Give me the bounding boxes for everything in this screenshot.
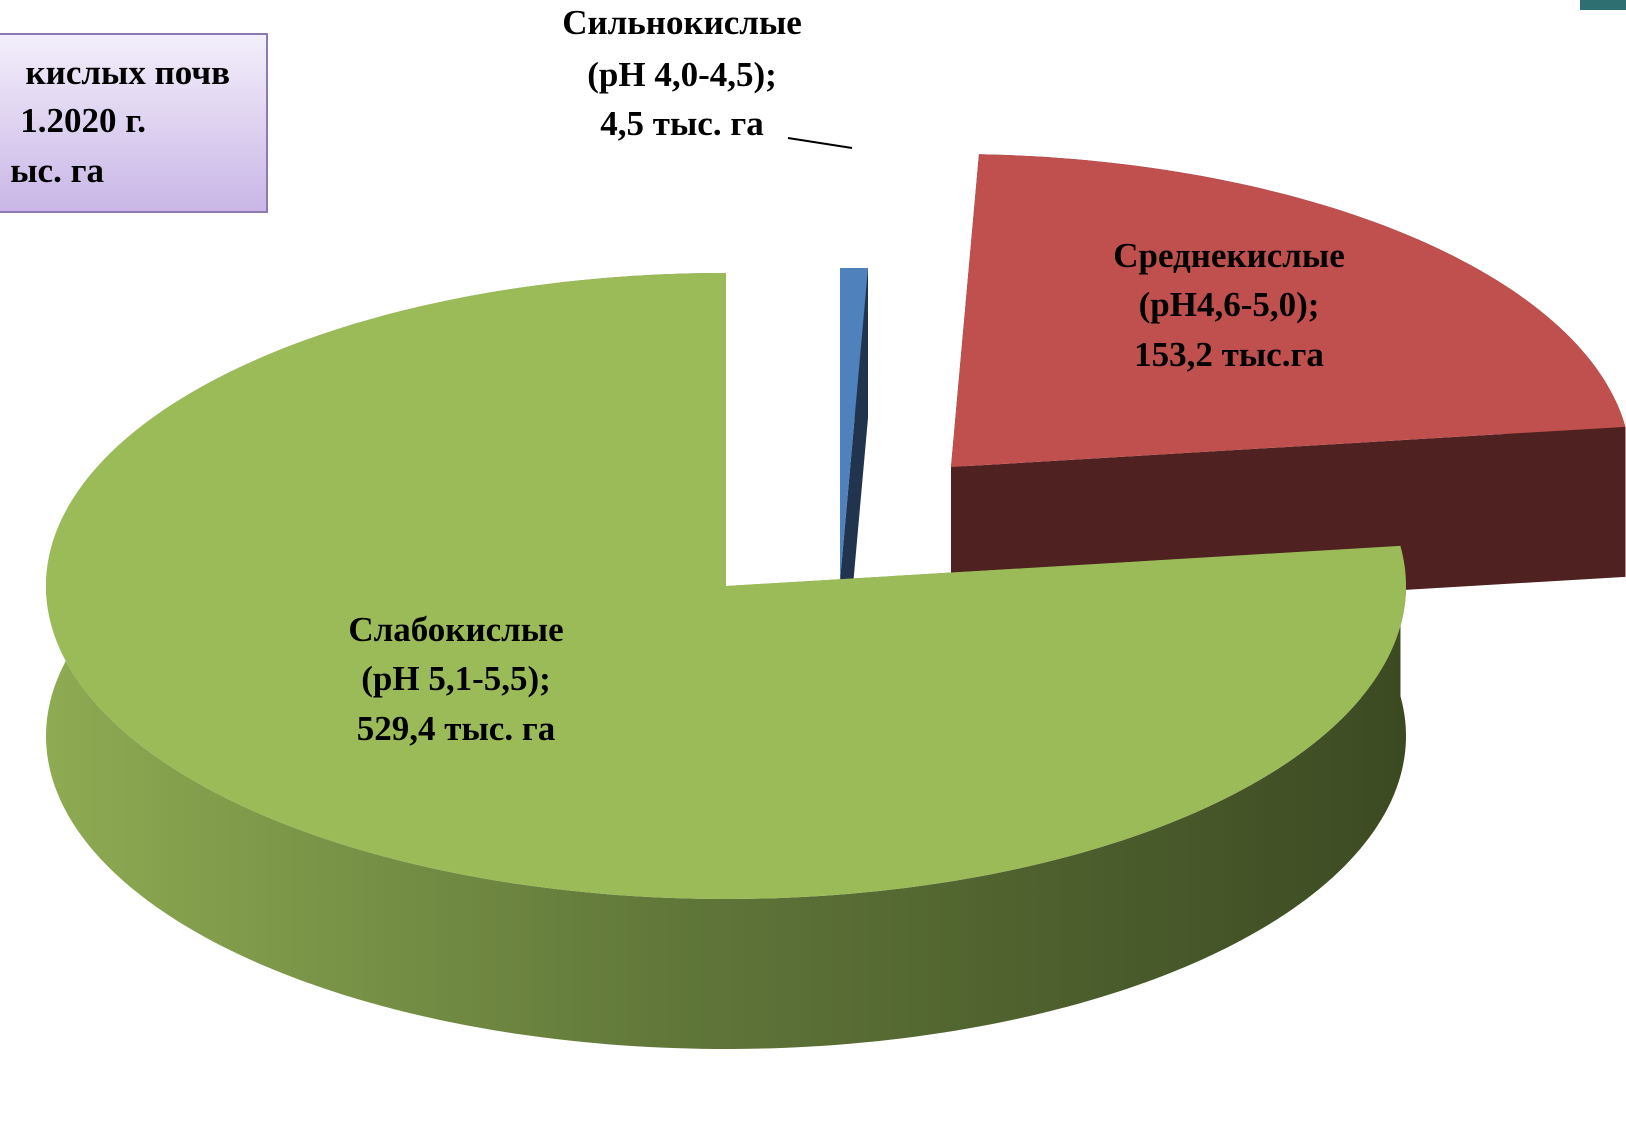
slice-label-ph: (рН4,6-5,0); [1139,285,1320,324]
slice [46,273,1406,1049]
title-line: 1.2020 г. [20,101,146,140]
slice-label-name: Сильнокислые [562,3,802,42]
slice-label-name: Слабокислые [348,610,563,649]
leader-line [787,137,853,149]
slice-labels: Сильнокислые (рН 4,0-4,5); 4,5 тыс. га Сред… [348,3,1344,748]
slice-label-ph: (рН 5,1-5,5); [361,659,551,698]
title-line: кислых почв [26,53,230,92]
slice-label-value: 153,2 тыс.га [1134,335,1324,374]
slice-label-value: 529,4 тыс. га [357,709,555,748]
corner-decoration [1580,0,1626,10]
slice [951,154,1626,468]
pie [46,154,1626,1049]
title-box: кислых почв 1.2020 г. ыс. га [0,33,268,213]
slice [840,268,868,581]
title-line: ыс. га [10,151,104,190]
slice [951,154,1626,618]
title-box-bg [0,33,268,213]
slice-label-value: 4,5 тыс. га [600,104,763,143]
slice [46,273,1406,899]
slice-label-ph: (рН 4,0-4,5); [587,55,777,94]
slice-label-name: Среднекислые [1113,236,1345,275]
